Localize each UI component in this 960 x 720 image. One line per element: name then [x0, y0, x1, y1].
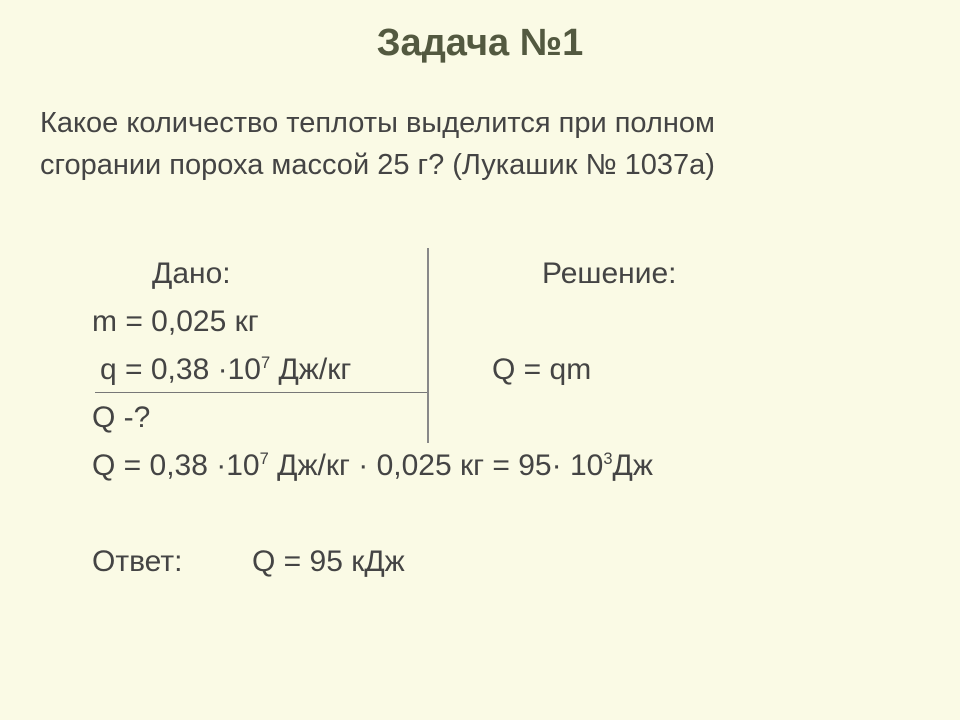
calc-mid: Дж/кг · 0,025 кг = 95· 10 — [269, 449, 604, 482]
vertical-divider — [427, 248, 429, 443]
calculation: Q = 0,38 ·107 Дж/кг · 0,025 кг = 95· 103… — [92, 442, 653, 490]
find-unknown: Q -? — [92, 394, 150, 442]
formula: Q = qm — [492, 346, 591, 394]
problem-line-1: Какое количество теплоты выделится при п… — [40, 107, 715, 139]
calc-exp1: 7 — [260, 450, 269, 468]
problem-line-2: сгорании пороха массой 25 г? (Лукашик № … — [40, 149, 715, 181]
solution-header: Решение: — [542, 250, 676, 298]
calc-pre: Q = 0,38 ·10 — [92, 449, 260, 482]
calc-post: Дж — [613, 449, 653, 482]
given-mass: m = 0,025 кг — [92, 298, 259, 346]
given-heat-value: q = 0,38 ·107 Дж/кг — [100, 346, 351, 394]
problem-statement: Какое количество теплоты выделится при п… — [40, 102, 920, 186]
answer-label: Ответ: — [92, 538, 182, 586]
given-header: Дано: — [152, 250, 231, 298]
given-q-exp: 7 — [261, 354, 270, 372]
given-q-pre: q = 0,38 ·10 — [100, 353, 261, 386]
given-q-post: Дж/кг — [270, 353, 351, 386]
answer-value: Q = 95 кДж — [252, 538, 405, 586]
problem-title: Задача №1 — [0, 22, 960, 65]
calc-exp2: 3 — [603, 450, 612, 468]
